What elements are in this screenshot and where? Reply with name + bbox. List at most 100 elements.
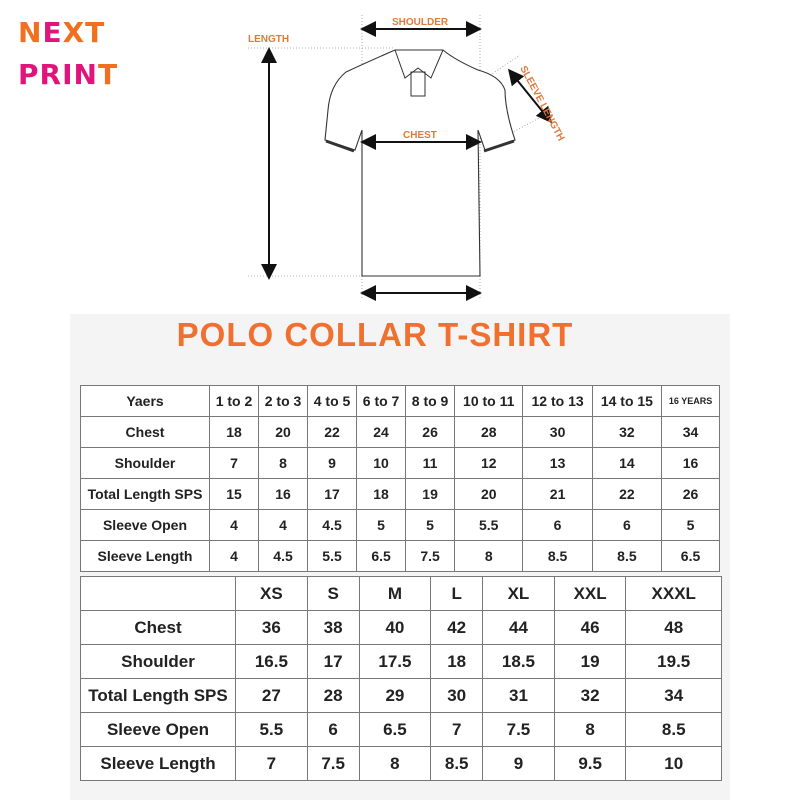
table-cell: 7.5 (306, 746, 360, 781)
table-cell: 32 (591, 416, 663, 448)
table-cell: 42 (430, 610, 484, 645)
polo-shirt-diagram: SHOULDER LENGTH CHEST SLEEVE LENGTH (248, 15, 566, 301)
table-cell: 7 (235, 746, 308, 781)
column-header: XL (482, 576, 555, 611)
table-header-row: XS S M L XL XXL XXXL (80, 576, 722, 611)
table-cell: 5 (661, 509, 720, 541)
sleeve-length-arrow (507, 68, 553, 124)
shoulder-label: SHOULDER (392, 17, 449, 28)
column-header: 2 to 3 (258, 385, 309, 417)
table-cell: 17 (306, 644, 360, 679)
column-header: Yaers (80, 385, 210, 417)
table-cell: 6 (306, 712, 360, 747)
column-header: 4 to 5 (307, 385, 358, 417)
table-cell: 7 (208, 447, 260, 479)
column-header: 10 to 11 (454, 385, 524, 417)
table-cell: 18 (430, 644, 484, 679)
table-cell: 4 (208, 509, 260, 541)
column-header: XXXL (625, 576, 722, 611)
table-cell: 14 (591, 447, 663, 479)
table-cell: 6.5 (661, 540, 720, 572)
table-cell: 18.5 (482, 644, 555, 679)
table-cell: 32 (553, 678, 627, 713)
table-cell: 29 (358, 678, 432, 713)
table-cell: 10 (356, 447, 407, 479)
table-cell: 28 (306, 678, 360, 713)
table-cell: 5 (356, 509, 407, 541)
table-cell: 8 (258, 447, 309, 479)
table-row: Shoulder 7 8 9 10 11 12 13 14 16 (80, 447, 720, 479)
table-cell: 44 (482, 610, 555, 645)
table-cell: 5.5 (454, 509, 524, 541)
table-cell: 30 (430, 678, 484, 713)
column-header: 12 to 13 (522, 385, 593, 417)
table-cell: 24 (356, 416, 407, 448)
row-label: Sleeve Length (80, 540, 210, 572)
table-cell: 16 (661, 447, 720, 479)
sleeve-length-label: SLEEVE LENGTH (517, 64, 566, 143)
table-row: Sleeve Length 4 4.5 5.5 6.5 7.5 8 8.5 8.5 6.5 (80, 540, 720, 572)
column-header: 14 to 15 (591, 385, 663, 417)
table-cell: 12 (454, 447, 524, 479)
row-label: Sleeve Open (80, 509, 210, 541)
table-cell: 20 (258, 416, 309, 448)
table-cell: 6 (591, 509, 663, 541)
table-cell: 8.5 (522, 540, 593, 572)
table-cell: 11 (405, 447, 456, 479)
table-cell: 8.5 (430, 746, 484, 781)
table-cell: 38 (306, 610, 360, 645)
chart-title: POLO COLLAR T-SHIRT (176, 316, 574, 353)
column-header: M (358, 576, 432, 611)
table-cell: 8 (358, 746, 432, 781)
table-cell: 4.5 (258, 540, 309, 572)
table-cell: 36 (235, 610, 308, 645)
table-cell: 5.5 (235, 712, 308, 747)
column-header: L (430, 576, 484, 611)
table-cell: 7.5 (482, 712, 555, 747)
logo-print: PRINT (18, 58, 119, 91)
table-cell: 28 (454, 416, 524, 448)
table-cell: 20 (454, 478, 524, 510)
table-cell: 17.5 (358, 644, 432, 679)
table-cell: 46 (553, 610, 627, 645)
table-cell: 26 (661, 478, 720, 510)
table-cell: 30 (522, 416, 593, 448)
table-cell: 15 (208, 478, 260, 510)
column-header: 8 to 9 (405, 385, 456, 417)
table-cell: 4.5 (307, 509, 358, 541)
chest-label: CHEST (403, 130, 437, 141)
table-row: Chest 36 38 40 42 44 46 48 (80, 610, 722, 645)
table-row: Shoulder 16.5 17 17.5 18 18.5 19 19.5 (80, 644, 722, 679)
table-cell: 7 (430, 712, 484, 747)
table-row: Total Length SPS 27 28 29 30 31 32 34 (80, 678, 722, 713)
table-row: Sleeve Length 7 7.5 8 8.5 9 9.5 10 (80, 746, 722, 781)
column-header: XXL (553, 576, 627, 611)
row-label: Chest (80, 610, 236, 645)
table-cell: 13 (522, 447, 593, 479)
table-cell: 31 (482, 678, 555, 713)
row-label: Shoulder (80, 447, 210, 479)
table-cell: 26 (405, 416, 456, 448)
table-cell: 6.5 (356, 540, 407, 572)
row-label: Sleeve Open (80, 712, 236, 747)
table-row: Total Length SPS 15 16 17 18 19 20 21 22 26 (80, 478, 720, 510)
table-cell: 21 (522, 478, 593, 510)
table-cell: 5.5 (307, 540, 358, 572)
row-label: Sleeve Length (80, 746, 236, 781)
table-cell: 17 (307, 478, 358, 510)
table-cell: 7.5 (405, 540, 456, 572)
table-cell: 18 (356, 478, 407, 510)
column-header: 1 to 2 (208, 385, 260, 417)
table-cell: 4 (258, 509, 309, 541)
logo-next: NEXT (18, 16, 106, 49)
table-cell: 9 (482, 746, 555, 781)
column-header: XS (235, 576, 308, 611)
table-cell: 34 (661, 416, 720, 448)
table-row: Chest 18 20 22 24 26 28 30 32 34 (80, 416, 720, 448)
table-cell: 8 (454, 540, 524, 572)
length-label: LENGTH (248, 34, 289, 45)
table-cell: 16 (258, 478, 309, 510)
table-cell: 4 (208, 540, 260, 572)
